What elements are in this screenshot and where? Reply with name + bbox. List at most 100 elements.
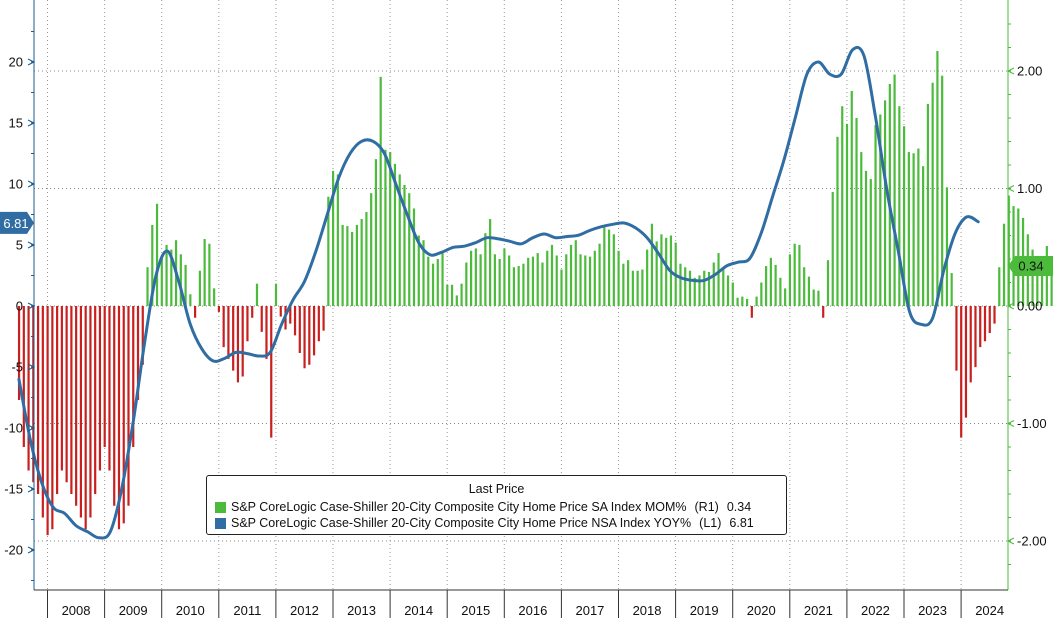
bar-mom	[265, 306, 268, 359]
bar-mom	[403, 184, 406, 306]
bar-mom	[308, 306, 311, 365]
bar-mom	[574, 240, 577, 306]
last-value-left-text: 6.81	[3, 216, 28, 231]
bar-mom	[893, 74, 896, 306]
bar-mom	[765, 266, 768, 306]
x-tick-label: 2016	[518, 603, 547, 618]
bar-mom	[146, 267, 149, 306]
bar-mom	[370, 193, 373, 306]
bar-mom	[560, 269, 563, 306]
bar-mom	[650, 223, 654, 306]
bar-mom	[588, 256, 592, 306]
left-tick-label: -15	[4, 482, 23, 497]
bar-mom	[722, 268, 725, 306]
bar-mom	[32, 306, 35, 483]
left-tick-label: 10	[9, 177, 23, 192]
legend-label-yoy: S&P CoreLogic Case-Shiller 20-City Compo…	[231, 516, 692, 530]
bar-mom	[365, 212, 368, 306]
bar-mom	[627, 260, 630, 306]
bar-mom	[522, 263, 525, 306]
left-tick-label: -5	[11, 360, 23, 375]
bar-mom	[389, 152, 392, 306]
bar-mom	[474, 248, 477, 306]
bar-mom	[155, 203, 159, 306]
bar-mom	[941, 75, 944, 306]
legend: Last Price S&P CoreLogic Case-Shiller 20…	[206, 475, 787, 535]
bar-mom	[312, 306, 316, 356]
bar-mom	[251, 306, 254, 318]
right-tick-label: 1.00	[1017, 181, 1042, 196]
bar-mom	[826, 260, 830, 306]
bar-mom	[822, 306, 825, 318]
bar-mom	[988, 306, 991, 334]
bar-mom	[546, 250, 549, 306]
legend-label-mom: S&P CoreLogic Case-Shiller 20-City Compo…	[231, 500, 687, 514]
x-tick-label: 2010	[176, 603, 205, 618]
bar-mom	[189, 294, 192, 306]
bar-mom	[950, 273, 953, 306]
bar-mom	[479, 254, 482, 306]
bar-mom	[565, 254, 568, 306]
bar-mom	[274, 283, 278, 306]
legend-value-yoy: 6.81	[729, 516, 754, 530]
bar-mom	[960, 306, 963, 438]
bar-mom	[51, 306, 54, 530]
bar-mom	[1012, 206, 1015, 307]
bar-mom	[327, 196, 330, 306]
bar-mom	[817, 290, 820, 306]
bar-mom	[1002, 223, 1006, 306]
bar-mom	[745, 298, 749, 306]
bar-mom	[731, 282, 734, 306]
bar-mom	[660, 234, 663, 306]
bar-mom	[508, 255, 511, 306]
bar-mom	[246, 306, 249, 342]
bar-mom	[384, 149, 387, 306]
bar-mom	[684, 267, 687, 306]
bar-mom	[703, 270, 706, 306]
bar-mom	[945, 187, 949, 306]
bar-mom	[170, 249, 173, 306]
bar-mom	[907, 152, 910, 306]
bar-mom	[1036, 270, 1039, 306]
legend-axis-yoy: (L1)	[699, 516, 722, 530]
bar-mom	[541, 262, 544, 306]
bar-mom	[493, 254, 496, 306]
bar-mom	[317, 306, 320, 342]
bar-mom	[427, 256, 430, 306]
bar-mom	[969, 306, 972, 383]
bar-mom	[117, 306, 121, 530]
bar-mom	[408, 193, 411, 306]
left-tick-label: -10	[4, 421, 23, 436]
bar-mom	[779, 277, 782, 306]
x-tick-label: 2008	[62, 603, 91, 618]
bar-mom	[22, 306, 25, 447]
bar-mom	[631, 270, 634, 306]
bar-mom	[132, 306, 135, 447]
bar-mom	[888, 83, 891, 307]
bar-mom	[741, 296, 744, 306]
bar-mom	[279, 306, 282, 317]
bar-mom	[983, 306, 987, 342]
bar-mom	[726, 275, 730, 306]
x-tick-label: 2013	[347, 603, 376, 618]
bar-mom	[446, 284, 449, 306]
bar-mom	[441, 253, 444, 307]
bar-mom	[108, 306, 111, 471]
bar-mom	[803, 267, 806, 306]
bar-mom	[831, 192, 834, 306]
bar-mom	[103, 306, 106, 447]
bar-mom	[160, 256, 163, 306]
line-layer	[17, 45, 980, 540]
bar-mom	[503, 248, 506, 306]
legend-item-mom: S&P CoreLogic Case-Shiller 20-City Compo…	[215, 499, 786, 515]
bar-mom	[850, 90, 853, 306]
bar-mom	[517, 266, 520, 306]
bar-mom	[60, 306, 63, 471]
bar-mom	[469, 250, 473, 306]
bar-mom	[208, 243, 211, 306]
bar-mom	[213, 288, 216, 307]
bar-mom	[84, 306, 87, 530]
bar-mom	[926, 103, 929, 307]
bar-mom	[622, 263, 625, 306]
